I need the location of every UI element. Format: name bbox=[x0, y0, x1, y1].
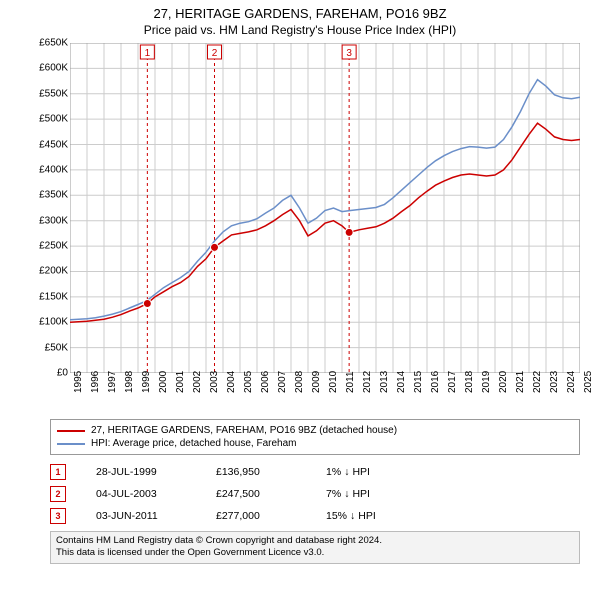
transaction-marker: 3 bbox=[50, 508, 66, 524]
x-tick-label: 2012 bbox=[362, 371, 373, 393]
x-tick-label: 2002 bbox=[192, 371, 203, 393]
x-tick-label: 2015 bbox=[413, 371, 424, 393]
transactions-table: 1 28-JUL-1999 £136,950 1%↓HPI 2 04-JUL-2003 £2… bbox=[50, 461, 580, 527]
y-tick-label: £0 bbox=[57, 368, 68, 379]
chart-subtitle: Price paid vs. HM Land Registry's House … bbox=[0, 21, 600, 43]
transaction-date: 03-JUN-2011 bbox=[96, 510, 186, 522]
x-tick-label: 2022 bbox=[532, 371, 543, 393]
x-tick-label: 2018 bbox=[464, 371, 475, 393]
x-tick-label: 2003 bbox=[209, 371, 220, 393]
transaction-row: 1 28-JUL-1999 £136,950 1%↓HPI bbox=[50, 461, 580, 483]
legend-label: 27, HERITAGE GARDENS, FAREHAM, PO16 9BZ … bbox=[91, 425, 397, 436]
x-tick-label: 2016 bbox=[430, 371, 441, 393]
x-tick-label: 2009 bbox=[311, 371, 322, 393]
arrow-down-icon: ↓ bbox=[344, 466, 349, 478]
legend-item: 27, HERITAGE GARDENS, FAREHAM, PO16 9BZ … bbox=[57, 424, 573, 437]
y-tick-label: £300K bbox=[39, 215, 68, 226]
x-tick-label: 2005 bbox=[243, 371, 254, 393]
y-tick-label: £400K bbox=[39, 164, 68, 175]
arrow-down-icon: ↓ bbox=[350, 510, 355, 522]
y-tick-label: £50K bbox=[45, 342, 68, 353]
footer-line-1: Contains HM Land Registry data © Crown c… bbox=[56, 535, 574, 547]
transaction-marker: 1 bbox=[50, 464, 66, 480]
transaction-delta: 7%↓HPI bbox=[326, 488, 416, 500]
y-tick-label: £250K bbox=[39, 241, 68, 252]
transaction-price: £136,950 bbox=[216, 466, 296, 478]
x-tick-label: 1997 bbox=[107, 371, 118, 393]
x-tick-label: 2008 bbox=[294, 371, 305, 393]
x-tick-label: 2014 bbox=[396, 371, 407, 393]
x-tick-label: 2013 bbox=[379, 371, 390, 393]
chart-area: £0 £50K £100K £150K £200K £250K £300K £350K £400… bbox=[20, 43, 580, 413]
legend-item: HPI: Average price, detached house, Fare… bbox=[57, 437, 573, 450]
transaction-delta: 1%↓HPI bbox=[326, 466, 416, 478]
x-tick-label: 2004 bbox=[226, 371, 237, 393]
legend: 27, HERITAGE GARDENS, FAREHAM, PO16 9BZ … bbox=[50, 419, 580, 455]
transaction-date: 28-JUL-1999 bbox=[96, 466, 186, 478]
y-tick-label: £600K bbox=[39, 63, 68, 74]
footer-line-2: This data is licensed under the Open Gov… bbox=[56, 547, 574, 559]
y-tick-label: £500K bbox=[39, 114, 68, 125]
x-tick-label: 1999 bbox=[141, 371, 152, 393]
transaction-delta: 15%↓HPI bbox=[326, 510, 416, 522]
transaction-row: 2 04-JUL-2003 £247,500 7%↓HPI bbox=[50, 483, 580, 505]
arrow-down-icon: ↓ bbox=[344, 488, 349, 500]
x-tick-label: 2024 bbox=[566, 371, 577, 393]
y-tick-label: £150K bbox=[39, 291, 68, 302]
x-axis-labels: 1995 1996 1997 1998 1999 2000 2001 2002 2003 2004… bbox=[70, 373, 580, 413]
y-tick-label: £200K bbox=[39, 266, 68, 277]
transaction-price: £277,000 bbox=[216, 510, 296, 522]
y-tick-label: £350K bbox=[39, 190, 68, 201]
x-tick-label: 2021 bbox=[515, 371, 526, 393]
y-tick-label: £450K bbox=[39, 139, 68, 150]
x-tick-label: 2017 bbox=[447, 371, 458, 393]
svg-text:1: 1 bbox=[145, 48, 151, 59]
x-tick-label: 1995 bbox=[73, 371, 84, 393]
y-tick-label: £650K bbox=[39, 38, 68, 49]
svg-text:2: 2 bbox=[212, 48, 218, 59]
legend-swatch bbox=[57, 443, 85, 445]
x-tick-label: 1996 bbox=[90, 371, 101, 393]
transaction-marker: 2 bbox=[50, 486, 66, 502]
y-tick-label: £550K bbox=[39, 88, 68, 99]
x-tick-label: 2023 bbox=[549, 371, 560, 393]
x-tick-label: 1998 bbox=[124, 371, 135, 393]
x-tick-label: 2025 bbox=[583, 371, 594, 393]
transaction-price: £247,500 bbox=[216, 488, 296, 500]
chart-title: 27, HERITAGE GARDENS, FAREHAM, PO16 9BZ bbox=[0, 0, 600, 21]
x-tick-label: 2019 bbox=[481, 371, 492, 393]
x-tick-label: 2010 bbox=[328, 371, 339, 393]
svg-text:3: 3 bbox=[346, 48, 352, 59]
transaction-row: 3 03-JUN-2011 £277,000 15%↓HPI bbox=[50, 505, 580, 527]
x-tick-label: 2020 bbox=[498, 371, 509, 393]
transaction-date: 04-JUL-2003 bbox=[96, 488, 186, 500]
footer-attribution: Contains HM Land Registry data © Crown c… bbox=[50, 531, 580, 564]
legend-label: HPI: Average price, detached house, Fare… bbox=[91, 438, 297, 449]
x-tick-label: 2011 bbox=[345, 371, 356, 393]
x-tick-label: 2000 bbox=[158, 371, 169, 393]
x-tick-label: 2001 bbox=[175, 371, 186, 393]
plot: 1 2 3 bbox=[70, 43, 580, 373]
x-tick-label: 2006 bbox=[260, 371, 271, 393]
y-axis-labels: £0£50K£100K£150K£200K£250K£300K£350K£400… bbox=[20, 43, 70, 373]
x-tick-label: 2007 bbox=[277, 371, 288, 393]
y-tick-label: £100K bbox=[39, 317, 68, 328]
legend-swatch bbox=[57, 430, 85, 432]
